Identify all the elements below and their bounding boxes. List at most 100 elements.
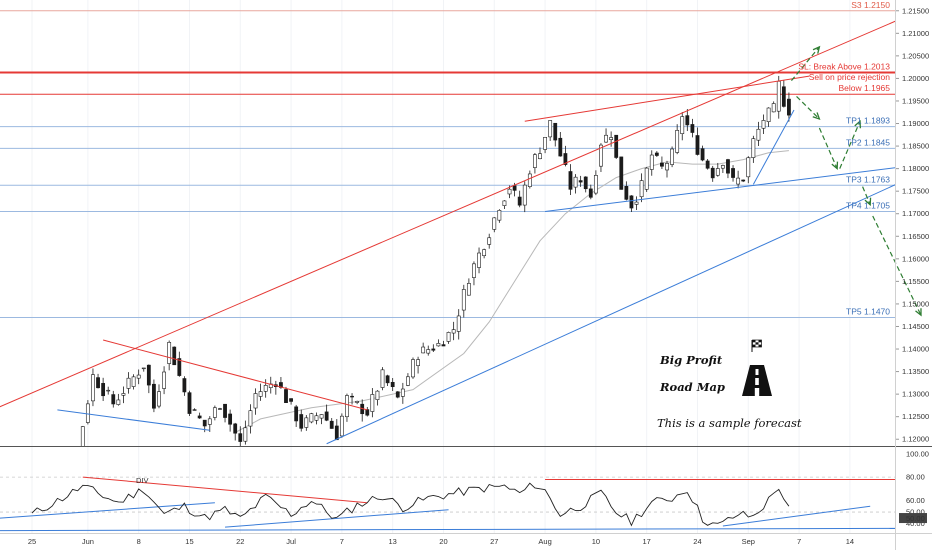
candle-body: [644, 167, 649, 190]
candle-body: [91, 374, 95, 402]
candle-body: [543, 137, 547, 150]
candle-body: [253, 393, 258, 409]
candle-body: [375, 390, 380, 400]
price-tick-label: 1.14000: [902, 345, 929, 354]
time-tick-label: 17: [643, 537, 651, 546]
road-icon: [742, 365, 772, 396]
forecast-arrow-shaft: [818, 127, 838, 169]
candles: [80, 75, 791, 446]
price-tick-label: 1.12000: [902, 435, 929, 444]
candle-body: [101, 383, 106, 397]
time-tick-label: Aug: [538, 537, 551, 546]
candle-body: [304, 417, 309, 428]
candle-body: [339, 415, 344, 437]
candle-body: [380, 369, 385, 388]
candle-body: [243, 427, 248, 442]
time-tick-label: 25: [28, 537, 36, 546]
price-level-label: TP1 1.1893: [846, 116, 890, 126]
candle-body: [111, 394, 116, 405]
price-level-label: TP4 1.1705: [846, 200, 890, 210]
rsi-trendline: [225, 509, 449, 528]
candle-body: [680, 116, 685, 134]
time-tick-label: 8: [137, 537, 141, 546]
candle-body: [715, 168, 720, 176]
candle-body: [263, 385, 268, 392]
candle-body: [172, 346, 177, 366]
candle-body: [710, 167, 715, 179]
candle-body: [522, 184, 527, 206]
trendline: [545, 167, 895, 212]
candle-body: [121, 393, 126, 396]
candle-body: [649, 154, 654, 170]
candle-body: [487, 237, 492, 245]
price-tick-label: 1.18000: [902, 164, 929, 173]
candle-body: [223, 403, 227, 418]
candle-body: [477, 252, 481, 268]
candle-body: [634, 201, 639, 205]
candle-body: [472, 263, 476, 278]
candle-body: [314, 415, 319, 421]
forecast-arrow-shaft: [839, 121, 861, 169]
candle-body: [309, 413, 314, 423]
forecast-arrow-head: [812, 45, 821, 54]
candle-body: [533, 154, 537, 168]
candle-body: [228, 413, 233, 425]
annotation-title-line2: Road Map: [659, 380, 725, 394]
candle-body: [370, 394, 375, 412]
candle-body: [289, 398, 293, 402]
candle-body: [319, 414, 324, 419]
candle-body: [136, 374, 141, 379]
rsi-tick-label: 40.00: [906, 519, 925, 528]
candle-body: [451, 329, 456, 334]
candle-body: [106, 389, 111, 392]
candle-body: [675, 130, 680, 153]
candle-body: [80, 426, 85, 446]
candle-body: [517, 196, 522, 206]
candle-body: [411, 359, 415, 378]
rsi-trendline: [0, 502, 215, 519]
price-tick-label: 1.16500: [902, 232, 929, 241]
candle-body: [573, 176, 578, 188]
price-tick-label: 1.18500: [902, 142, 929, 151]
candle-body: [665, 163, 669, 171]
price-axis[interactable]: 1.21500 1.21000 1.20500 1.20000 1.19500 1.190…: [895, 6, 929, 444]
price-level-label: Sell on price rejection: [809, 72, 891, 82]
forecast-arrow-shaft: [790, 46, 820, 82]
rsi-value-badge: [899, 513, 927, 524]
candle-body: [299, 414, 304, 429]
candle-body: [553, 122, 558, 141]
candle-body: [446, 332, 451, 342]
candle-body: [345, 395, 349, 418]
time-tick-label: 14: [846, 537, 854, 546]
candle-body: [502, 200, 507, 206]
candle-body: [238, 433, 243, 442]
candle-body: [614, 134, 619, 158]
candle-body: [751, 138, 756, 158]
candle-body: [558, 137, 563, 157]
time-tick-label: 7: [797, 537, 801, 546]
candle-body: [624, 186, 629, 200]
candle-body: [212, 407, 217, 418]
rsi-tick-label: 60.00: [906, 496, 925, 505]
rsi-pane: DIV: [0, 476, 895, 532]
candle-body: [421, 346, 426, 354]
candle-body: [207, 418, 212, 425]
candle-body: [726, 159, 730, 174]
candle-body: [294, 406, 299, 422]
forecast-arrow-shaft: [872, 215, 922, 316]
candle-body: [162, 371, 166, 389]
price-tick-label: 1.16000: [902, 254, 929, 263]
time-tick-label: 20: [439, 537, 447, 546]
time-axis[interactable]: 25 Jun 8 15 22 Jul 7 13 20 27 Aug 10 17 24 Sep 7 14: [28, 537, 854, 546]
candle-body: [187, 392, 192, 414]
candle-body: [324, 411, 329, 421]
candle-body: [431, 348, 436, 351]
price-tick-label: 1.20500: [902, 51, 929, 60]
time-tick-label: Jul: [286, 537, 296, 546]
candle-body: [152, 383, 156, 409]
time-tick-label: Jun: [82, 537, 94, 546]
candle-body: [736, 177, 741, 185]
